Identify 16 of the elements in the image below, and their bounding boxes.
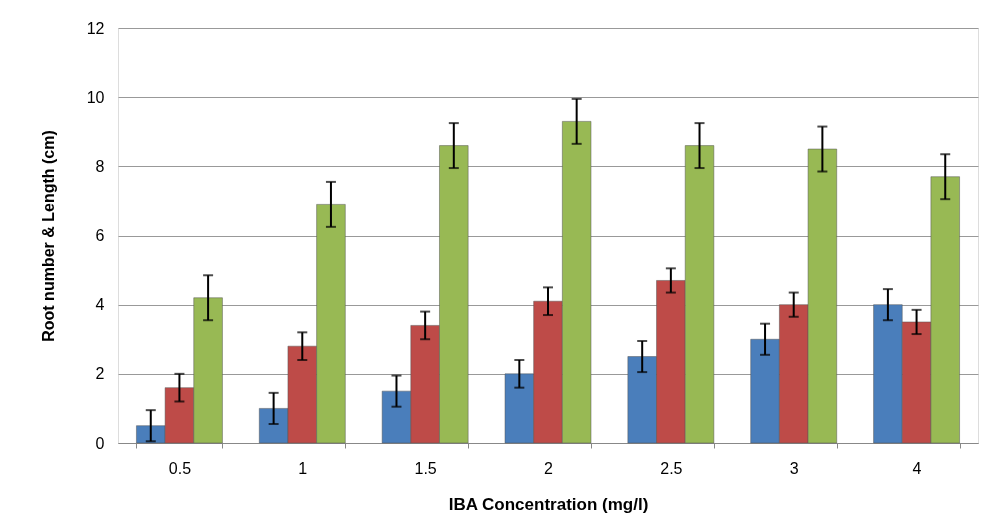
x-tick-label: 2 bbox=[544, 459, 554, 477]
y-tick-label: 2 bbox=[95, 365, 105, 383]
x-tick-label: 1.5 bbox=[414, 459, 437, 477]
y-tick-label: 0 bbox=[95, 434, 105, 452]
y-tick-label: 6 bbox=[95, 227, 105, 244]
y-tick-label: 10 bbox=[86, 88, 105, 106]
x-tick-label: 1 bbox=[298, 459, 308, 477]
y-axis-title: Root number & Length (cm) bbox=[39, 130, 57, 342]
x-tick-label: 0.5 bbox=[168, 459, 192, 477]
x-tick-label: 4 bbox=[912, 459, 922, 477]
y-tick-label: 8 bbox=[95, 157, 105, 175]
x-tick-label: 3 bbox=[789, 459, 799, 477]
x-axis-title: IBA Concentration (mg/l) bbox=[448, 494, 649, 514]
y-tick-label: 4 bbox=[95, 296, 105, 314]
y-tick-label: 12 bbox=[86, 19, 105, 37]
x-tick-label: 2.5 bbox=[660, 459, 683, 477]
